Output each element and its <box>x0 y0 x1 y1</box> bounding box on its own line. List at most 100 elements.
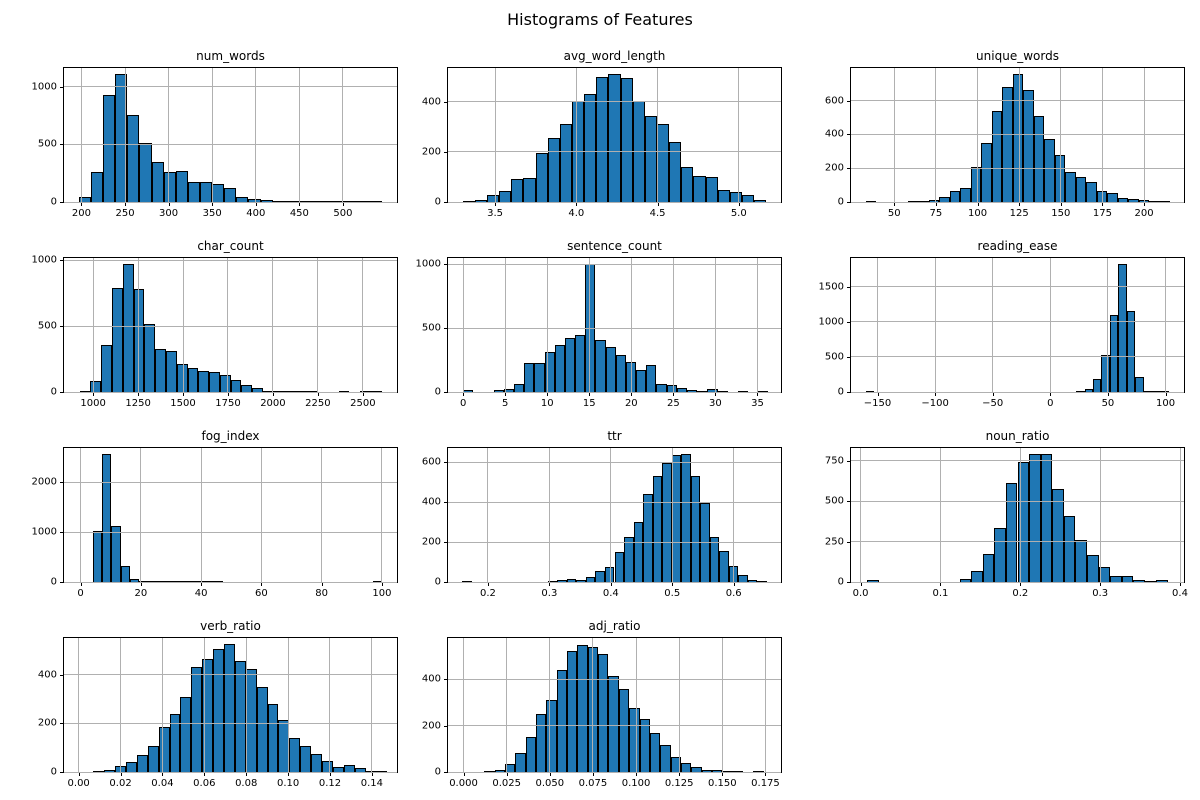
x-gridline <box>678 638 680 772</box>
y-tick-label: 0 <box>434 576 441 588</box>
x-tick-mark <box>463 772 465 776</box>
histogram-bar <box>608 675 619 772</box>
x-tick-label: 0.1 <box>932 588 949 599</box>
y-tick-label: 0 <box>50 196 57 208</box>
x-tick-mark <box>317 392 319 396</box>
histogram-bar <box>742 194 755 202</box>
y-tick-mark <box>444 542 448 544</box>
x-tick-label: 100 <box>372 588 392 599</box>
x-gridline <box>137 258 139 392</box>
histogram-bar <box>289 737 301 772</box>
y-tick-label: 200 <box>421 536 441 548</box>
y-tick-mark <box>60 326 64 328</box>
x-gridline <box>939 448 941 582</box>
x-gridline <box>161 638 163 772</box>
histogram-bar <box>1002 87 1013 202</box>
histogram-bar <box>1052 489 1064 582</box>
histogram-bar <box>493 390 504 392</box>
histogram-bar <box>701 769 712 772</box>
subplot-num_words: num_words 200 250 300 350 400 450 500 0 500 1000 <box>32 49 398 219</box>
histogram-bar <box>311 753 322 772</box>
x-gridline <box>211 68 213 202</box>
histogram-bar <box>300 746 312 772</box>
subplot-title-unique_words: unique_words <box>976 49 1059 63</box>
x-gridline <box>462 258 464 392</box>
y-gridline <box>448 327 781 329</box>
y-gridline <box>64 581 397 583</box>
x-gridline <box>298 68 300 202</box>
x-tick-mark <box>505 392 507 396</box>
histogram-bar <box>187 182 200 202</box>
y-gridline <box>448 151 781 153</box>
x-tick-label: 0 <box>77 588 84 599</box>
histogram-bar <box>584 94 597 202</box>
subplot-title-num_words: num_words <box>196 49 265 63</box>
x-tick-mark <box>140 582 142 586</box>
y-tick-mark <box>847 321 851 323</box>
histogram-bar <box>248 199 261 202</box>
x-gridline <box>977 68 979 202</box>
subplot-title-adj_ratio: adj_ratio <box>588 619 641 633</box>
x-gridline <box>200 448 202 582</box>
histogram-bar <box>1075 176 1087 202</box>
y-gridline <box>64 481 397 483</box>
x-gridline <box>877 258 878 392</box>
histogram-bar <box>155 348 166 392</box>
y-tick-label: 0 <box>50 386 57 398</box>
histogram-bar <box>120 565 130 582</box>
x-tick-label: 0.025 <box>492 778 521 789</box>
x-gridline <box>575 68 577 202</box>
x-tick-mark <box>992 392 994 396</box>
histogram-bar <box>918 200 929 202</box>
histogram-bar <box>722 770 733 772</box>
histogram-bar <box>484 770 495 772</box>
y-tick-label: 1500 <box>818 281 844 293</box>
histogram-bar <box>546 700 557 772</box>
histogram-bar <box>671 455 682 582</box>
y-tick-mark <box>60 723 64 725</box>
subplot-title-fog_index: fog_index <box>201 429 260 443</box>
x-gridline <box>80 68 82 202</box>
y-tick-label: 0 <box>50 576 57 588</box>
y-tick-label: 0 <box>837 196 844 208</box>
histogram-bar <box>982 553 995 582</box>
x-tick-mark <box>495 202 497 206</box>
x-tick-mark <box>93 392 95 396</box>
y-tick-label: 400 <box>421 673 441 685</box>
x-tick-label: 0.04 <box>151 778 174 789</box>
histogram-bar <box>111 525 121 582</box>
x-tick-label: 175 <box>1092 208 1112 219</box>
histogram-bar <box>180 696 192 772</box>
x-gridline <box>721 638 723 772</box>
y-tick-mark <box>60 482 64 484</box>
histogram-bar <box>598 653 609 772</box>
y-tick-mark <box>444 392 448 393</box>
histogram-bar <box>575 334 586 392</box>
histogram-bar <box>278 719 290 772</box>
x-tick-mark <box>636 772 638 776</box>
x-tick-mark <box>673 392 675 396</box>
x-tick-mark <box>1050 392 1052 396</box>
y-tick-mark <box>60 772 64 773</box>
x-gridline <box>255 68 257 202</box>
y-tick-label: 1000 <box>31 254 57 266</box>
histogram-bar <box>101 345 112 392</box>
x-tick-label: 0 <box>1047 398 1054 409</box>
x-tick-mark <box>272 392 274 396</box>
histogram-bar <box>1033 115 1045 202</box>
histogram-bar <box>644 115 658 202</box>
histogram-bar <box>1143 390 1152 392</box>
histogram-bar <box>90 380 102 392</box>
x-gridline <box>245 638 247 772</box>
x-gridline <box>494 68 496 202</box>
histogram-bar <box>1023 90 1034 202</box>
histogram-bar <box>1012 74 1024 202</box>
y-tick-mark <box>444 101 448 103</box>
x-gridline <box>1018 68 1020 202</box>
x-tick-mark <box>733 582 735 586</box>
x-tick-label: 60 <box>255 588 268 599</box>
x-gridline <box>287 638 289 772</box>
x-gridline <box>78 638 80 772</box>
x-gridline <box>714 258 716 392</box>
